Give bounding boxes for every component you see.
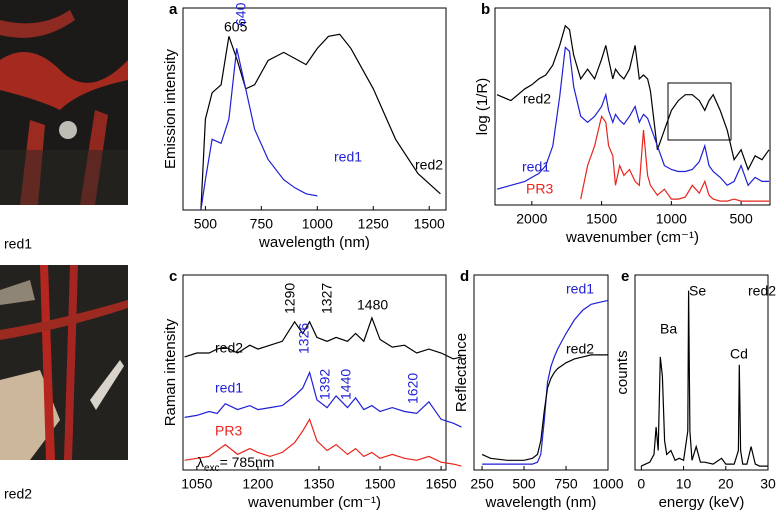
- annotation: red1: [215, 380, 243, 396]
- image-label: red2: [4, 486, 32, 502]
- x-tick-label: 1000: [656, 211, 687, 227]
- plot-frame: [182, 7, 447, 211]
- excitation-value: = 785nm: [220, 454, 275, 470]
- photo-red1: [0, 0, 128, 205]
- x-tick-label: 20: [718, 476, 734, 492]
- x-tick-label: 750: [250, 216, 274, 232]
- annotation: red1: [334, 149, 362, 165]
- annotation: red2: [748, 283, 776, 299]
- x-axis-label: wavelength (nm): [258, 234, 370, 251]
- annotation: 1392: [317, 369, 333, 400]
- excitation-subscript: exc: [204, 463, 220, 474]
- x-tick-label: 30: [760, 476, 776, 492]
- x-tick-label: 2000: [516, 211, 547, 227]
- annotation: 605: [224, 19, 248, 35]
- annotation: red2: [523, 91, 551, 107]
- panel-letter: d: [460, 268, 469, 285]
- annotation: PR3: [526, 181, 553, 197]
- x-tick-label: 1000: [302, 216, 333, 232]
- x-tick-label: 1350: [303, 476, 334, 492]
- annotation: Ba: [660, 321, 677, 337]
- plot-frame: [182, 274, 447, 471]
- y-axis-label: Emission intensity: [162, 48, 179, 169]
- x-axis-label: energy (keV): [659, 494, 745, 511]
- annotation: red2: [415, 157, 443, 173]
- series-line: [200, 33, 441, 211]
- x-tick-label: 1050: [181, 476, 212, 492]
- series-line: [481, 354, 608, 461]
- plot-frame: [494, 7, 771, 206]
- annotation: 1620: [405, 373, 421, 404]
- x-tick-label: 1500: [414, 216, 445, 232]
- x-tick-label: 1200: [242, 476, 273, 492]
- annotation: 640: [233, 2, 249, 26]
- excitation-symbol: λ: [197, 454, 204, 470]
- x-tick-label: 1650: [426, 476, 457, 492]
- panel-letter: c: [169, 268, 177, 285]
- annotation: red2: [215, 340, 243, 356]
- annotation: Cd: [730, 346, 748, 362]
- y-axis-label: log (1/R): [474, 78, 491, 136]
- plot-frame: [634, 274, 769, 471]
- photo-red2: [0, 265, 128, 460]
- plot-frame: [473, 274, 609, 471]
- series-line: [184, 417, 462, 467]
- series-line: [496, 24, 770, 172]
- series-line: [496, 46, 769, 190]
- x-tick-label: 1500: [364, 476, 395, 492]
- annotation: red1: [566, 281, 594, 297]
- annotation: 1326: [296, 323, 312, 354]
- y-axis-label: counts: [614, 350, 631, 394]
- x-tick-label: 500: [194, 216, 218, 232]
- series-line: [641, 290, 768, 467]
- x-tick-label: 500: [729, 211, 753, 227]
- annotation: red1: [522, 159, 550, 175]
- y-axis-label: Reflectance: [453, 333, 470, 412]
- annotation: 1327: [319, 283, 335, 314]
- annotation: 1440: [338, 369, 354, 400]
- annotation: Se: [689, 283, 706, 299]
- x-axis-label: wavenumber (cm⁻¹): [247, 494, 381, 511]
- annotation: 1290: [282, 283, 298, 314]
- annotation: PR3: [215, 423, 242, 439]
- series-line: [184, 316, 462, 360]
- x-axis-label: wavelength (nm): [485, 494, 597, 511]
- x-axis-label: wavenumber (cm⁻¹): [565, 229, 699, 246]
- x-tick-label: 1000: [592, 476, 623, 492]
- x-tick-label: 1250: [358, 216, 389, 232]
- series-line: [200, 48, 318, 211]
- x-tick-label: 500: [512, 476, 536, 492]
- panel-letter: a: [169, 1, 178, 18]
- panel-letter: b: [481, 1, 490, 18]
- y-axis-label: Raman intensity: [162, 318, 179, 426]
- inset-box: [667, 82, 732, 141]
- x-tick-label: 250: [470, 476, 494, 492]
- series-line: [580, 114, 769, 202]
- annotation: red2: [566, 341, 594, 357]
- x-tick-label: 1500: [586, 211, 617, 227]
- series-line: [482, 299, 609, 465]
- image-label: red1: [4, 236, 32, 252]
- annotation: 1480: [357, 297, 388, 313]
- x-tick-label: 10: [676, 476, 692, 492]
- x-tick-label: 0: [637, 476, 645, 492]
- x-tick-label: 750: [554, 476, 578, 492]
- excitation-label: λexc= 785nm: [197, 454, 274, 474]
- panel-letter: e: [621, 268, 629, 285]
- series-line: [184, 370, 462, 428]
